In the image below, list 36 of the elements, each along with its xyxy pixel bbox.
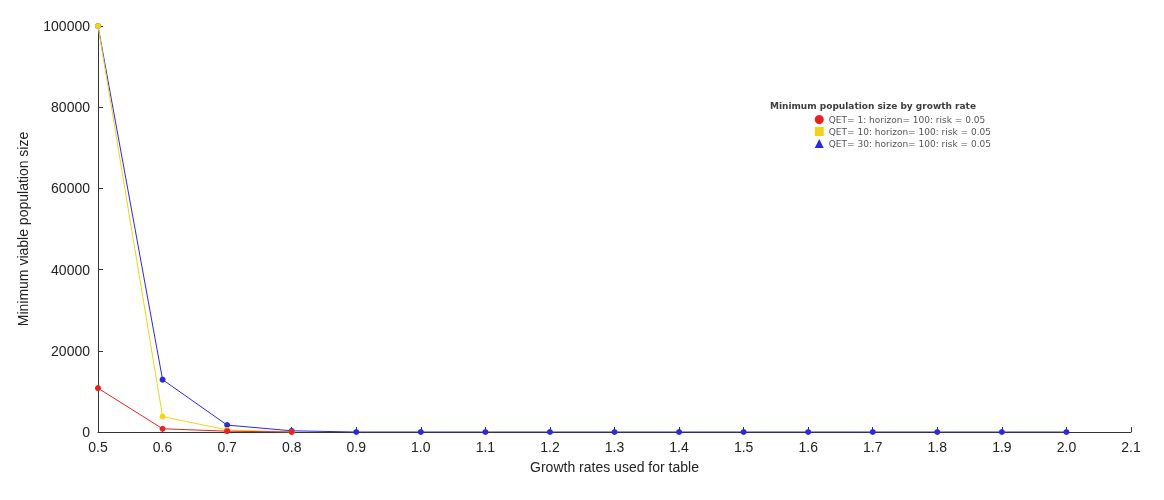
- y-tick-label: 0: [82, 424, 91, 440]
- x-tick-label: 1.1: [475, 439, 496, 455]
- y-tick-label: 40000: [51, 261, 91, 278]
- legend-title: Minimum population size by growth rate: [769, 100, 977, 111]
- point: [159, 376, 166, 383]
- x-tick-label: 1.6: [798, 439, 819, 455]
- x-tick-label: 2.1: [1121, 439, 1141, 455]
- x-tick-label: 1.7: [863, 439, 883, 455]
- x-tick-label: 1.3: [604, 439, 625, 455]
- x-tick-label: 1.4: [669, 439, 689, 455]
- y-tick-label: 80000: [51, 99, 91, 116]
- x-tick-label: 1.0: [411, 439, 431, 455]
- legend-label: QET= 30: horizon= 100: risk = 0.05: [828, 138, 992, 149]
- point: [417, 429, 424, 435]
- point: [224, 422, 231, 429]
- x-tick-label: 1.8: [927, 439, 948, 455]
- x-tick-label: 0.5: [88, 439, 108, 455]
- y-tick-label: 60000: [51, 180, 91, 197]
- x-tick-label: 0.9: [346, 439, 367, 455]
- x-tick-label: 2.0: [1056, 439, 1077, 455]
- x-tick-label: 1.9: [992, 439, 1012, 455]
- x-tick-label: 0.6: [152, 439, 173, 455]
- y-axis-title: Minimum viable population size: [15, 131, 31, 327]
- y-tick-label: 20000: [51, 342, 91, 359]
- point: [998, 429, 1005, 435]
- point: [546, 429, 553, 435]
- x-tick-label: 0.7: [217, 439, 238, 455]
- x-tick-label: 0.8: [281, 439, 302, 455]
- point: [159, 413, 166, 420]
- x-axis-title: Growth rates used for table: [530, 459, 700, 475]
- legend-label: QET= 10: horizon= 100: risk = 0.05: [828, 126, 992, 137]
- point: [95, 385, 101, 392]
- y-tick-label: 100000: [43, 18, 91, 34]
- x-tick-label: 1.5: [733, 439, 754, 455]
- legend-label: QET= 1: horizon= 100: risk = 0.05: [828, 114, 986, 125]
- x-tick-label: 1.2: [540, 439, 560, 455]
